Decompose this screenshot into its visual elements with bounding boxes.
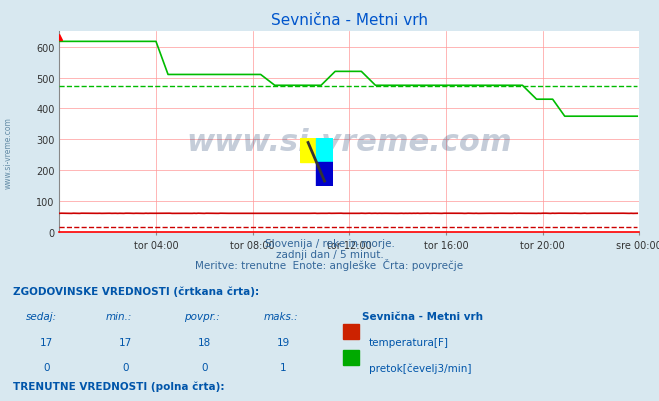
Text: 18: 18 <box>198 337 211 347</box>
Text: zadnji dan / 5 minut.: zadnji dan / 5 minut. <box>275 249 384 259</box>
Text: www.si-vreme.com: www.si-vreme.com <box>186 128 512 157</box>
Bar <box>343 324 359 339</box>
Text: maks.:: maks.: <box>264 311 299 321</box>
Bar <box>316 138 333 162</box>
Bar <box>316 162 333 186</box>
Text: sedaj:: sedaj: <box>26 311 57 321</box>
Text: ZGODOVINSKE VREDNOSTI (črtkana črta):: ZGODOVINSKE VREDNOSTI (črtkana črta): <box>13 286 259 296</box>
Text: Meritve: trenutne  Enote: angleške  Črta: povprečje: Meritve: trenutne Enote: angleške Črta: … <box>196 258 463 270</box>
Text: 17: 17 <box>40 337 53 347</box>
Text: Slovenija / reke in morje.: Slovenija / reke in morje. <box>264 239 395 249</box>
Text: 1: 1 <box>280 363 287 373</box>
Text: 19: 19 <box>277 337 290 347</box>
Text: temperatura[F]: temperatura[F] <box>369 337 449 347</box>
Text: Sevnična - Metni vrh: Sevnična - Metni vrh <box>362 311 484 321</box>
Text: povpr.:: povpr.: <box>185 311 220 321</box>
Text: min.:: min.: <box>105 311 132 321</box>
Text: www.si-vreme.com: www.si-vreme.com <box>3 117 13 188</box>
Text: TRENUTNE VREDNOSTI (polna črta):: TRENUTNE VREDNOSTI (polna črta): <box>13 381 225 391</box>
Bar <box>300 138 316 162</box>
Title: Sevnična - Metni vrh: Sevnična - Metni vrh <box>271 13 428 28</box>
Text: 0: 0 <box>201 363 208 373</box>
Text: 0: 0 <box>122 363 129 373</box>
Text: 0: 0 <box>43 363 49 373</box>
Bar <box>343 350 359 365</box>
Text: 17: 17 <box>119 337 132 347</box>
Text: pretok[čevelj3/min]: pretok[čevelj3/min] <box>369 363 472 373</box>
